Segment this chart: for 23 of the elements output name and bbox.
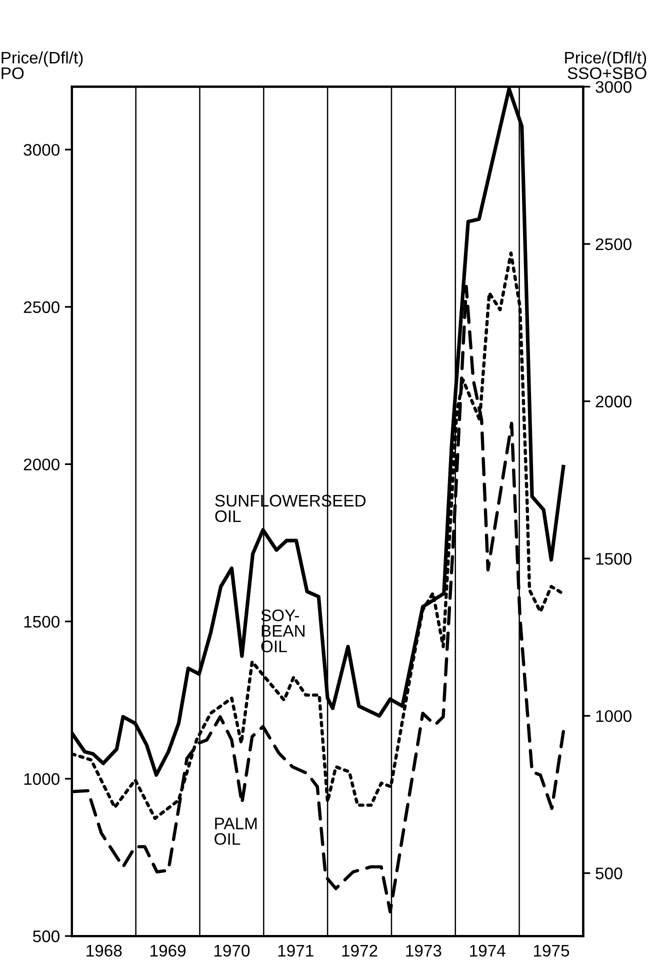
y2-tick-label: 1000 xyxy=(596,710,632,722)
y-tick-label: 2500 xyxy=(24,301,60,314)
y-tick-label: 2000 xyxy=(24,458,60,470)
x-tick-label: 1968 xyxy=(86,944,122,957)
y-tick-label: 500 xyxy=(32,930,60,942)
y2-tick-label: 1500 xyxy=(596,552,632,565)
series-label: PALM OIL xyxy=(214,818,257,845)
y-tick-label: 3000 xyxy=(24,144,60,156)
x-tick-label: 1975 xyxy=(534,944,570,957)
y2-tick-label: 2500 xyxy=(596,238,632,250)
y-axis-title: Price/(Dfl/t) PO xyxy=(2,51,83,80)
y-tick-label: 1000 xyxy=(24,773,60,785)
x-tick-label: 1973 xyxy=(406,944,442,957)
y2-tick-label: 500 xyxy=(596,868,622,880)
y2-tick-label: 2000 xyxy=(596,396,632,408)
x-tick-label: 1972 xyxy=(342,944,378,957)
y2-axis-title: Price/(Dfl/t) SSO+SBO xyxy=(565,51,646,80)
y-tick-label: 1500 xyxy=(24,616,60,628)
x-tick-label: 1970 xyxy=(214,944,250,957)
y2-tick-label: 3000 xyxy=(596,81,632,93)
x-tick-label: 1974 xyxy=(470,944,506,957)
x-tick-label: 1969 xyxy=(150,944,186,957)
x-tick-label: 1971 xyxy=(278,944,314,957)
